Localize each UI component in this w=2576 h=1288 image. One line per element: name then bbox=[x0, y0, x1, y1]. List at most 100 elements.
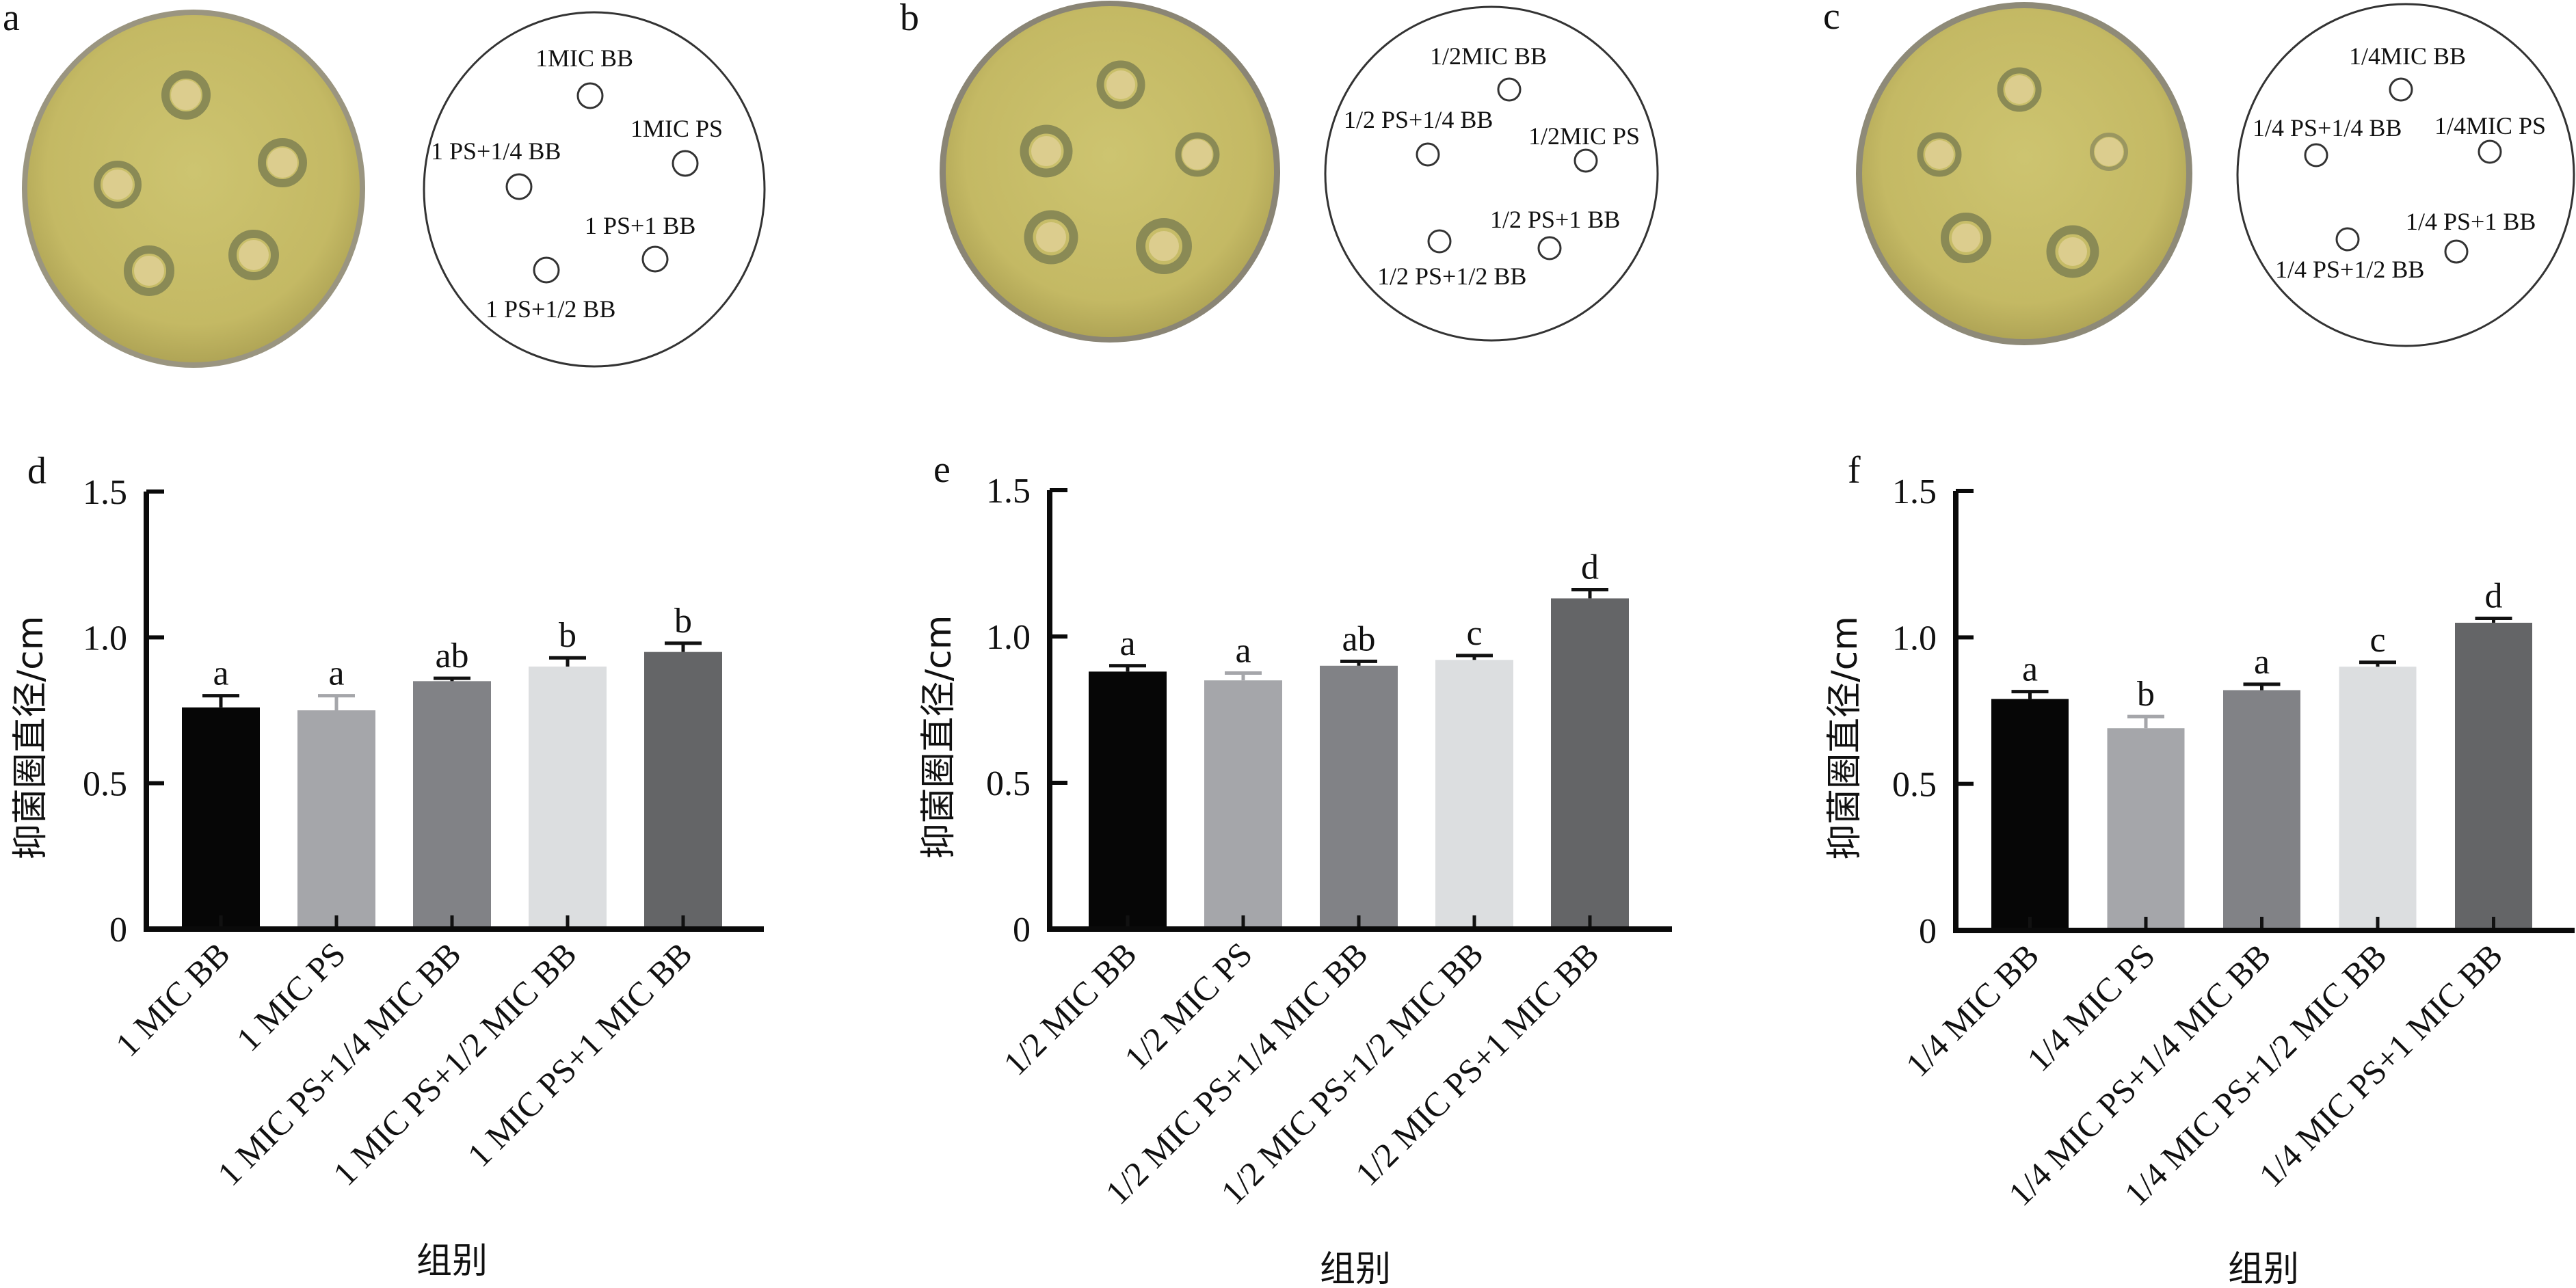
well bbox=[1106, 70, 1135, 99]
bar bbox=[1320, 665, 1398, 929]
plate-diagram-b: 1/2MIC BB 1/2 PS+1/4 BB 1/2MIC PS 1/2 PS… bbox=[1324, 5, 1659, 342]
x-tick-label: 1/2 MIC BB bbox=[996, 935, 1143, 1082]
inhibition-zone bbox=[1020, 124, 1073, 178]
significance-label: c bbox=[2369, 621, 2385, 660]
error-bar bbox=[2127, 714, 2164, 729]
diagram-label: 1/4MIC PS bbox=[2434, 112, 2546, 139]
significance-label: b bbox=[2137, 675, 2155, 714]
diagram-well bbox=[533, 256, 560, 284]
diagram-well bbox=[1497, 77, 1522, 102]
panel-b: b 1/2MIC BB 1/2 PS+1/4 BB 1/2MIC PS bbox=[900, 0, 1659, 343]
panel-label-b: b bbox=[900, 0, 919, 39]
bar bbox=[2223, 690, 2300, 930]
y-tick-label: 0.5 bbox=[986, 764, 1031, 803]
bar bbox=[1089, 671, 1167, 929]
petri-dish-photo-a bbox=[22, 10, 365, 368]
significance-label: ab bbox=[1342, 619, 1375, 658]
agar-surface bbox=[27, 15, 360, 362]
diagram-outline bbox=[423, 11, 766, 368]
inhibition-zone bbox=[124, 245, 174, 296]
diagram-well bbox=[2335, 227, 2360, 252]
error-bar bbox=[1109, 664, 1146, 672]
y-axis-title: 抑菌圈直径/cm bbox=[918, 615, 959, 859]
diagram-label: 1/2MIC PS bbox=[1528, 122, 1640, 150]
significance-label: d bbox=[2485, 576, 2503, 615]
error-bar bbox=[318, 694, 355, 710]
panel-label-d: d bbox=[27, 450, 47, 492]
significance-label: b bbox=[559, 616, 576, 655]
agar-surface bbox=[1862, 8, 2186, 339]
diagram-outline bbox=[1324, 5, 1659, 342]
diagram-well bbox=[576, 82, 604, 109]
x-axis-title: 组别 bbox=[1320, 1249, 1391, 1288]
diagram-label: 1/2 PS+1 BB bbox=[1490, 206, 1620, 233]
inhibition-zone bbox=[94, 161, 142, 209]
diagram-label: 1 PS+1/4 BB bbox=[431, 137, 561, 165]
diagram-label: 1/4 PS+1/4 BB bbox=[2253, 114, 2402, 142]
error-bar bbox=[2011, 690, 2049, 699]
diagram-well bbox=[1537, 236, 1562, 260]
error-bar bbox=[434, 676, 470, 682]
well bbox=[1925, 140, 1954, 169]
bar bbox=[182, 707, 260, 929]
bar bbox=[644, 652, 722, 929]
y-tick-label: 0.5 bbox=[1892, 766, 1937, 805]
diagram-well bbox=[1427, 229, 1452, 254]
well bbox=[1952, 224, 1980, 252]
diagram-well bbox=[505, 173, 533, 200]
diagram-outline bbox=[2236, 3, 2575, 347]
y-tick-label: 0.5 bbox=[83, 765, 127, 804]
diagram-well bbox=[1416, 142, 1440, 167]
bar bbox=[297, 710, 375, 929]
diagram-label: 1/2MIC BB bbox=[1430, 42, 1547, 70]
diagram-label: 1/2 PS+1/4 BB bbox=[1344, 106, 1493, 133]
diagram-well bbox=[2304, 143, 2328, 167]
y-axis-title: 抑菌圈直径/cm bbox=[10, 616, 51, 860]
well bbox=[2095, 137, 2123, 166]
error-bar bbox=[1340, 659, 1377, 666]
panel-label-e: e bbox=[933, 448, 951, 491]
diagram-label: 1/4 PS+1/2 BB bbox=[2275, 256, 2424, 283]
well bbox=[1031, 136, 1061, 166]
significance-label: d bbox=[1581, 548, 1599, 587]
significance-label: ab bbox=[435, 636, 468, 675]
significance-label: b bbox=[674, 602, 692, 641]
diagram-label: 1 PS+1 BB bbox=[585, 212, 695, 239]
inhibition-zone bbox=[1917, 132, 1962, 177]
x-tick-label: 1 MIC PS bbox=[229, 935, 353, 1058]
significance-label: a bbox=[1119, 624, 1135, 663]
bar bbox=[2339, 667, 2417, 930]
diagram-well bbox=[2478, 139, 2502, 164]
diagram-well bbox=[2389, 77, 2413, 102]
y-tick-label: 0 bbox=[1919, 912, 1937, 951]
x-tick-label: 1/4 MIC BB bbox=[1898, 936, 2046, 1084]
panel-label-c: c bbox=[1823, 0, 1840, 38]
y-tick-label: 0 bbox=[1013, 911, 1031, 950]
diagram-label: 1MIC BB bbox=[535, 44, 633, 72]
y-tick-label: 1.0 bbox=[83, 619, 127, 658]
well bbox=[239, 240, 269, 270]
diagram-well bbox=[672, 150, 699, 177]
diagram-label: 1/2 PS+1/2 BB bbox=[1377, 263, 1526, 290]
bar bbox=[1435, 660, 1513, 929]
significance-label: a bbox=[2022, 650, 2038, 689]
bar bbox=[413, 681, 491, 929]
y-tick-label: 1.5 bbox=[1892, 472, 1937, 511]
plate-diagram-c: 1/4MIC BB 1/4 PS+1/4 BB 1/4MIC PS 1/4 PS… bbox=[2236, 3, 2575, 347]
y-tick-label: 1.0 bbox=[1892, 619, 1937, 658]
x-axis-title: 组别 bbox=[416, 1241, 488, 1282]
significance-label: a bbox=[328, 654, 344, 693]
error-bar bbox=[1456, 654, 1493, 660]
error-bar bbox=[2243, 682, 2281, 690]
y-axis-title: 抑菌圈直径/cm bbox=[1824, 616, 1865, 860]
panel-label-a: a bbox=[3, 0, 20, 39]
well bbox=[171, 80, 201, 110]
bar bbox=[1551, 598, 1629, 929]
x-tick-label: 1 MIC BB bbox=[108, 935, 237, 1064]
well bbox=[1149, 231, 1179, 261]
bar bbox=[1991, 699, 2069, 930]
agar-surface bbox=[946, 6, 1274, 337]
